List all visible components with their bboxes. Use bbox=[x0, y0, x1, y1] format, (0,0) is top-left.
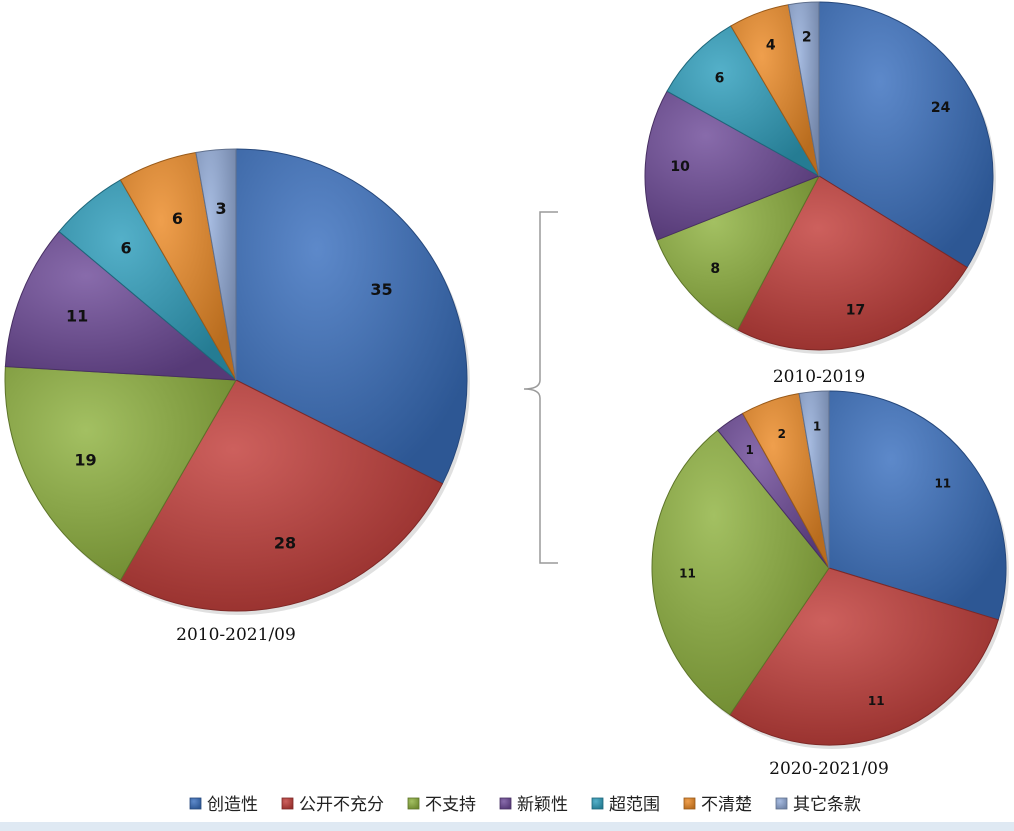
slice-value-label: 11 bbox=[66, 306, 88, 325]
slice-value-label: 8 bbox=[710, 261, 720, 277]
slice-value-label: 2 bbox=[778, 427, 786, 441]
legend-swatch bbox=[591, 797, 604, 810]
pie-slice bbox=[787, 1, 820, 177]
slice-value-label: 6 bbox=[121, 239, 132, 258]
legend-swatch bbox=[189, 797, 202, 810]
grouping-brace bbox=[523, 211, 558, 564]
legend-label: 其它条款 bbox=[793, 795, 861, 815]
pie-slice bbox=[666, 25, 821, 178]
slice-value-label: 17 bbox=[846, 302, 865, 318]
pie-slice bbox=[656, 175, 821, 331]
slice-value-label: 6 bbox=[715, 71, 725, 87]
legend-swatch bbox=[683, 797, 696, 810]
legend-label: 公开不充分 bbox=[299, 795, 384, 815]
legend-item: 其它条款 bbox=[775, 795, 861, 815]
slice-value-label: 10 bbox=[670, 159, 690, 175]
slice-value-label: 11 bbox=[934, 476, 951, 490]
pie-slice bbox=[119, 379, 444, 612]
pie-slice bbox=[4, 366, 237, 581]
slice-value-label: 6 bbox=[172, 209, 183, 228]
pie-slice bbox=[644, 90, 821, 241]
legend-label: 新颖性 bbox=[517, 795, 568, 815]
pie-chart-2: 24 17 8 10 6 4 2 bbox=[644, 1, 996, 354]
pie-slice bbox=[798, 390, 830, 569]
legend-swatch bbox=[775, 797, 788, 810]
pie-caption: 2020-2021/09 bbox=[769, 759, 889, 779]
slice-value-label: 1 bbox=[746, 443, 754, 457]
slice-value-label: 24 bbox=[931, 100, 951, 116]
legend-item: 新颖性 bbox=[499, 795, 568, 815]
pie-caption: 2010-2021/09 bbox=[176, 625, 296, 645]
legend-item: 超范围 bbox=[591, 795, 660, 815]
slice-value-label: 11 bbox=[868, 694, 885, 708]
legend-swatch bbox=[281, 797, 294, 810]
pie-slice bbox=[651, 429, 830, 716]
slice-value-label: 1 bbox=[813, 419, 821, 433]
pie-slice bbox=[828, 390, 1007, 621]
pie-chart-1: 35 28 19 11 6 6 3 bbox=[4, 148, 470, 615]
legend-item: 公开不充分 bbox=[281, 795, 384, 815]
slice-value-label: 28 bbox=[274, 533, 296, 552]
bottom-strip bbox=[0, 822, 1014, 831]
legend-label: 不清楚 bbox=[701, 795, 752, 815]
legend-item: 不清楚 bbox=[683, 795, 752, 815]
legend-item: 不支持 bbox=[407, 795, 476, 815]
legend-swatch bbox=[407, 797, 420, 810]
slice-value-label: 35 bbox=[370, 280, 392, 299]
pie-slice bbox=[4, 230, 238, 381]
legend: 创造性 公开不充分 不支持 新颖性 超范围 不清楚 其它条款 bbox=[189, 795, 861, 815]
pie-slice bbox=[736, 175, 968, 351]
slice-value-label: 4 bbox=[766, 37, 776, 53]
slice-value-label: 2 bbox=[802, 29, 812, 45]
pie-slice bbox=[818, 1, 994, 269]
pie-slice bbox=[235, 148, 468, 485]
pie-caption: 2010-2019 bbox=[773, 367, 865, 387]
captions-layer: 2010-2021/09 2010-2019 2020-2021/09 bbox=[176, 367, 889, 779]
pie-slice bbox=[729, 567, 999, 746]
legend-item: 创造性 bbox=[189, 795, 258, 815]
legend-label: 创造性 bbox=[207, 795, 258, 815]
legend-swatch bbox=[499, 797, 512, 810]
legend-label: 不支持 bbox=[425, 795, 476, 815]
slice-value-label: 11 bbox=[679, 567, 696, 581]
slice-value-label: 3 bbox=[216, 199, 227, 218]
pie-slice bbox=[195, 148, 237, 381]
legend-label: 超范围 bbox=[609, 795, 660, 815]
slice-value-label: 19 bbox=[74, 451, 96, 470]
